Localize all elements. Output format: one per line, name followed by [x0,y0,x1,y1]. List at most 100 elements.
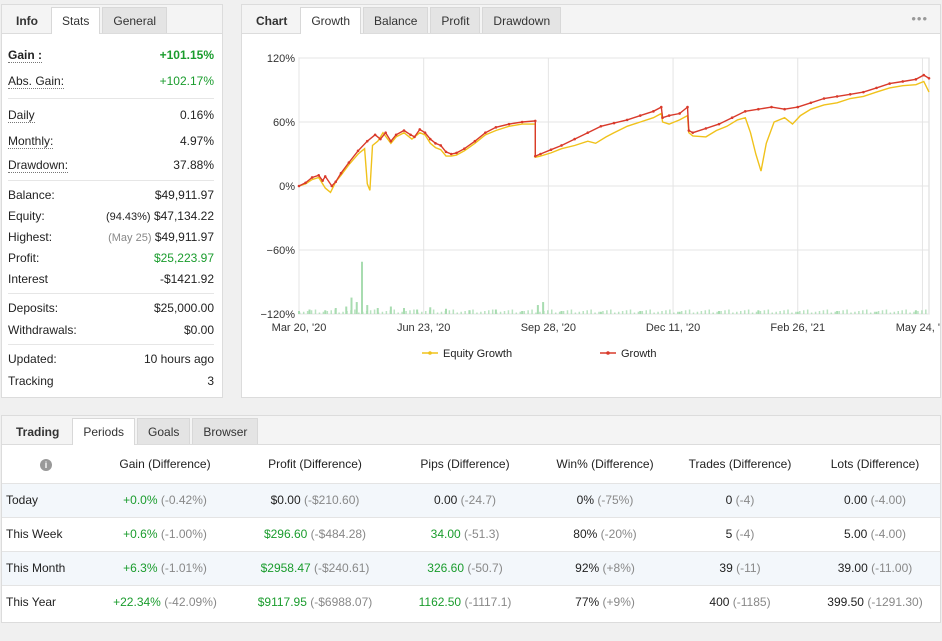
volume-bar [306,311,309,314]
volume-bar [728,309,730,314]
volume-bar [639,311,642,314]
trades-value: 39 [719,561,733,575]
daily-value: 0.16% [179,108,214,122]
growth-point [783,107,786,111]
tab-growth[interactable]: Growth [300,7,362,34]
volume-bar [806,309,809,314]
volume-bar [376,308,379,314]
volume-bar [712,312,714,314]
pips-difference: (-24.7) [460,493,497,507]
equity-value: $47,134.22 [153,208,214,223]
growth-chart: 120% 60% 0% −60% −120%Mar 20, '20 Jun 23, '20… [260,53,940,360]
growth-point [691,131,695,134]
growth-point [310,176,314,179]
volume-bar [602,311,604,314]
more-horizontal-icon[interactable]: ••• [911,11,928,26]
legend-equity-growth[interactable]: Equity Growth [443,348,512,360]
daily-label[interactable]: Daily [8,107,35,123]
growth-point [901,80,905,83]
volume-bar [460,311,462,314]
tab-balance[interactable]: Balance [363,7,429,33]
growth-point [922,73,926,77]
highest-label: Highest: [8,229,53,244]
header-win[interactable]: Win% (Difference) [540,445,670,483]
volume-bar [322,311,325,314]
stats-panel: Info Stats General Gain : +101.15% Abs. … [1,4,223,398]
growth-point [730,116,734,120]
gain-value: +22.34% [113,595,161,610]
volume-bar [641,311,644,314]
growth-point [659,105,663,109]
monthly-label[interactable]: Monthly: [8,133,54,149]
tab-info[interactable]: Info [16,14,38,28]
y-tick-label: 60% [273,117,295,129]
tracking-label: Tracking [8,373,54,388]
volume-bar [302,311,305,314]
volume-bar [413,309,415,314]
tab-drawdown[interactable]: Drawdown [482,7,562,33]
volume-bar [881,310,884,314]
volume-bar [542,302,545,314]
volume-bar [665,310,667,314]
volume-bar [610,309,612,314]
header-profit[interactable]: Profit (Difference) [240,445,390,483]
period-name: This Month [2,550,90,585]
tab-stats[interactable]: Stats [51,7,101,34]
volume-bar [334,309,336,314]
tab-browser[interactable]: Browser [192,418,259,444]
growth-point [339,171,343,175]
volume-bar [822,310,825,314]
volume-bar [558,311,561,314]
growth-point [297,184,301,188]
header-pips[interactable]: Pips (Difference) [390,445,540,483]
volume-bar [562,311,565,314]
tab-chart[interactable]: Chart [256,14,288,28]
legend-growth[interactable]: Growth [621,348,656,360]
tab-trading[interactable]: Trading [16,425,60,439]
volume-bar [846,309,848,314]
volume-bar [495,312,498,314]
header-trades[interactable]: Trades (Difference) [670,445,810,483]
volume-bar [403,308,405,314]
volume-bar [373,309,376,314]
header-gain[interactable]: Gain (Difference) [90,445,240,483]
volume-bar [409,310,411,314]
growth-point [687,129,691,132]
chart-grid [298,57,930,315]
volume-bar [515,312,518,314]
drawdown-label[interactable]: Drawdown: [8,157,69,173]
gain-label[interactable]: Gain : [8,47,43,63]
volume-bar [355,302,358,314]
x-tick-label: Mar 20, '20 [272,322,327,334]
volume-bar [649,309,651,314]
trades-value: 400 [709,595,730,610]
header-lots[interactable]: Lots (Difference) [810,445,940,483]
growth-point [625,118,629,122]
tab-goals[interactable]: Goals [137,418,191,444]
abs-gain-label[interactable]: Abs. Gain: [8,73,65,89]
interest-label: Interest [8,271,49,286]
tab-general[interactable]: General [102,7,168,33]
tab-periods[interactable]: Periods [72,418,136,445]
volume-bar [393,309,395,314]
volume-bar [684,310,687,314]
y-tick-label: −120% [260,309,295,321]
info-icon[interactable]: i [40,458,52,471]
highest-value: $49,911.97 [154,229,214,244]
volume-bar [759,311,762,314]
volume-bar [763,310,766,314]
growth-point [434,142,437,145]
cell-gain: +22.34% (-42.09%) [90,584,240,619]
growth-point [835,95,839,98]
gain-difference: (-1.00%) [160,527,207,541]
volume-bar [629,309,632,314]
volume-bar [519,311,521,314]
volume-bar [566,310,569,314]
growth-point [652,110,655,113]
volume-bar [468,310,470,314]
volume-bar [842,310,844,314]
tab-profit[interactable]: Profit [430,7,481,33]
volume-bar [779,311,781,314]
chart-legend: Equity Growth Growth [422,348,656,360]
gain-value: +0.6% [123,527,158,541]
